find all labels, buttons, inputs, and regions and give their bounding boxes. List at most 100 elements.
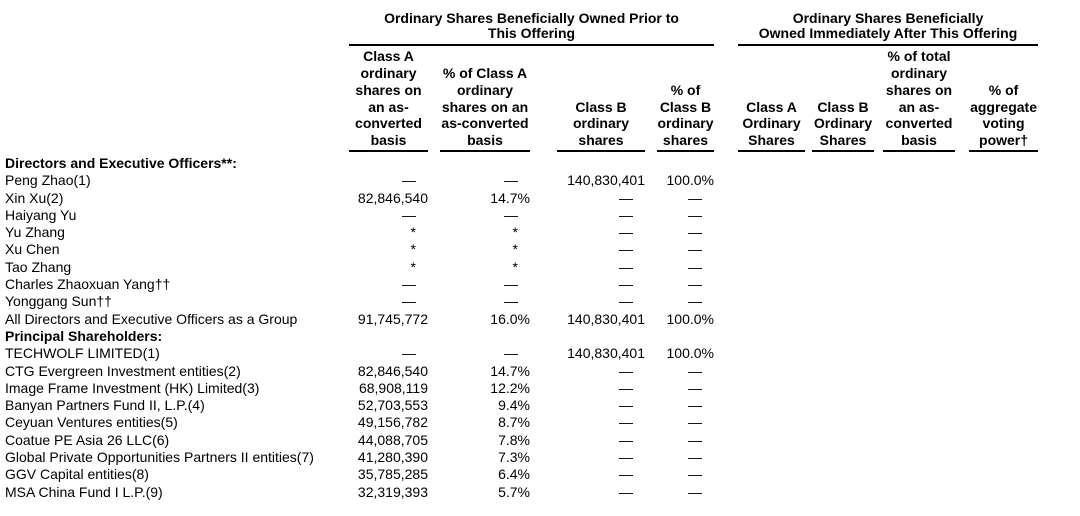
value-cell: [812, 190, 874, 207]
column-gap: [645, 345, 657, 362]
column-gap: [530, 151, 557, 172]
shareholder-name: Ceyuan Ventures entities(5): [5, 414, 178, 431]
column-gap: [428, 466, 440, 483]
column-gap: [428, 151, 440, 172]
group-header-after-offering: Ordinary Shares Beneficially Owned Immed…: [738, 9, 1039, 46]
value-cell: —: [557, 397, 645, 414]
value-cell: 6.4%: [440, 466, 530, 483]
value-cell: —: [657, 293, 714, 310]
value-cell: —: [657, 466, 714, 483]
value-cell: [812, 276, 874, 293]
value-text: 100.0%: [666, 172, 714, 189]
column-gap: [874, 380, 883, 397]
column-gap: [428, 241, 440, 258]
column-gap: [714, 466, 738, 483]
no-shares-dash: —: [619, 449, 633, 466]
value-cell: [883, 328, 955, 345]
value-cell: 9.4%: [440, 397, 530, 414]
value-cell: —: [657, 224, 714, 241]
value-cell: [969, 380, 1038, 397]
column-gap: [805, 414, 812, 431]
no-shares-dash: —: [504, 276, 518, 293]
column-gap: [955, 363, 969, 380]
no-shares-dash: —: [619, 206, 633, 223]
value-cell: [738, 484, 805, 501]
no-shares-dash: —: [619, 483, 633, 500]
value-text: 12.2%: [490, 379, 530, 396]
column-gap: [805, 397, 812, 414]
value-cell: [969, 172, 1038, 189]
column-gap: [530, 466, 557, 483]
column-gap: [645, 432, 657, 449]
column-gap: [645, 328, 657, 345]
column-gap: [428, 190, 440, 207]
column-gap: [874, 311, 883, 328]
value-text: 7.3%: [498, 449, 530, 466]
beneficial-ownership-table: Ordinary Shares Beneficially Owned Prior…: [0, 9, 1039, 501]
column-gap: [874, 207, 883, 224]
value-cell: —: [557, 449, 645, 466]
column-gap: [955, 380, 969, 397]
value-cell: —: [657, 432, 714, 449]
below-threshold-asterisk: *: [512, 258, 518, 275]
column-gap: [874, 414, 883, 431]
header-classB-shares-prior: Class B ordinary shares: [557, 45, 645, 152]
value-cell: [812, 414, 874, 431]
column-gap: [955, 259, 969, 276]
value-cell: 7.3%: [440, 449, 530, 466]
value-cell: —: [349, 276, 428, 293]
column-gap: [874, 466, 883, 483]
value-cell: [883, 224, 955, 241]
column-gap: [645, 414, 657, 431]
header-classB-shares-after: Class B Ordinary Shares: [812, 45, 874, 152]
column-gap: [874, 172, 883, 189]
shareholder-row: TECHWOLF LIMITED(1) — — 140,830,401 100.0%: [0, 345, 1038, 362]
column-gap: [874, 259, 883, 276]
value-cell: *: [349, 241, 428, 258]
name-column-spacer: [0, 9, 349, 45]
value-cell: 100.0%: [657, 311, 714, 328]
value-text: 52,703,553: [357, 397, 428, 414]
no-shares-dash: —: [504, 206, 518, 223]
value-cell: —: [557, 293, 645, 310]
shareholder-row: Image Frame Investment (HK) Limited(3) 68…: [0, 380, 1038, 397]
value-cell: [557, 328, 645, 345]
value-cell: [738, 293, 805, 310]
value-cell: [883, 311, 955, 328]
shareholder-name: Xu Chen: [5, 241, 60, 258]
below-threshold-asterisk: *: [410, 224, 416, 241]
value-cell: [883, 259, 955, 276]
value-cell: 14.7%: [440, 190, 530, 207]
value-cell: [883, 293, 955, 310]
shareholder-row: Charles Zhaoxuan Yang†† — — — —: [0, 276, 1038, 293]
value-cell: 41,280,390: [349, 449, 428, 466]
column-gap: [428, 311, 440, 328]
no-shares-dash: —: [619, 431, 633, 448]
value-cell: —: [440, 345, 530, 362]
column-gap: [874, 328, 883, 345]
ownership-table-body: Directors and Executive Officers**: Peng …: [0, 151, 1038, 501]
no-shares-dash: —: [688, 258, 702, 275]
column-gap: [874, 276, 883, 293]
value-cell: [738, 259, 805, 276]
value-cell: —: [557, 484, 645, 501]
column-gap: [805, 190, 812, 207]
value-cell: [812, 241, 874, 258]
column-gap: [530, 397, 557, 414]
value-cell: [969, 224, 1038, 241]
column-gap: [428, 484, 440, 501]
value-cell: [969, 484, 1038, 501]
shareholder-row: Ceyuan Ventures entities(5) 49,156,782 8.7…: [0, 414, 1038, 431]
column-gap: [805, 207, 812, 224]
value-cell: [969, 397, 1038, 414]
column-gap: [428, 293, 440, 310]
value-cell: [883, 276, 955, 293]
value-cell: —: [557, 207, 645, 224]
column-gap: [955, 397, 969, 414]
group-gap: [714, 9, 738, 45]
value-text: 41,280,390: [357, 449, 428, 466]
column-gap: [805, 328, 812, 345]
name-column-spacer: [0, 45, 349, 151]
value-cell: *: [349, 224, 428, 241]
value-cell: [969, 363, 1038, 380]
